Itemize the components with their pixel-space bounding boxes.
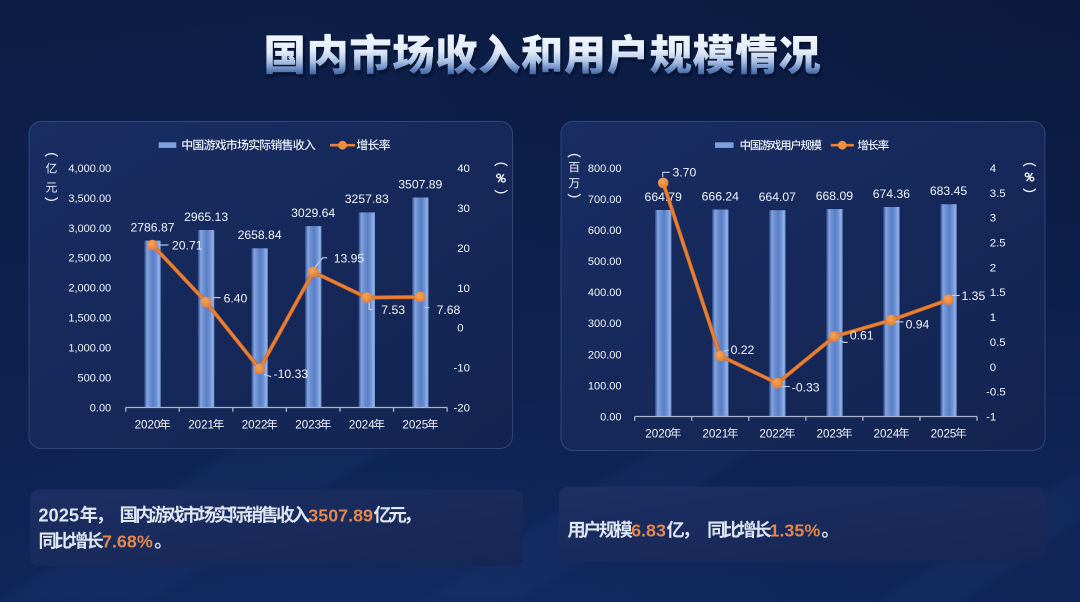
svg-text:300.00: 300.00 <box>588 318 622 330</box>
svg-text:30: 30 <box>457 203 470 215</box>
svg-text:3,000.00: 3,000.00 <box>68 223 111 235</box>
svg-text:1: 1 <box>990 312 996 324</box>
svg-text:1,500.00: 1,500.00 <box>68 313 111 325</box>
svg-text:0.61: 0.61 <box>850 329 874 343</box>
svg-text:600.00: 600.00 <box>588 225 622 237</box>
svg-text:2,000.00: 2,000.00 <box>68 283 111 295</box>
svg-text:6.40: 6.40 <box>224 292 248 306</box>
svg-text:3.70: 3.70 <box>673 166 697 180</box>
svg-text:4,000.00: 4,000.00 <box>68 163 111 175</box>
svg-text:2022: 2022 <box>242 419 268 432</box>
svg-text:1,000.00: 1,000.00 <box>68 343 111 355</box>
svg-text:20.71: 20.71 <box>172 238 203 252</box>
svg-text:0.94: 0.94 <box>906 318 930 332</box>
svg-text:2965.13: 2965.13 <box>184 210 228 224</box>
svg-text:2658.84: 2658.84 <box>238 228 282 242</box>
svg-text:1.35: 1.35 <box>962 289 986 303</box>
svg-text:500.00: 500.00 <box>588 256 622 268</box>
svg-text:2024: 2024 <box>874 427 900 440</box>
svg-text:3257.83: 3257.83 <box>345 192 389 206</box>
svg-text:2.5: 2.5 <box>990 238 1006 250</box>
svg-text:-10.33: -10.33 <box>274 367 309 381</box>
svg-text:-10: -10 <box>454 363 470 375</box>
svg-text:3029.64: 3029.64 <box>291 206 335 220</box>
svg-text:0.22: 0.22 <box>731 343 755 357</box>
svg-text:683.45: 683.45 <box>930 184 967 198</box>
svg-text:2024: 2024 <box>349 419 375 432</box>
svg-text:-0.33: -0.33 <box>792 381 820 395</box>
svg-text:500.00: 500.00 <box>78 373 112 385</box>
svg-text:664.79: 664.79 <box>645 190 682 204</box>
svg-text:2023: 2023 <box>817 427 843 440</box>
svg-text:0.00: 0.00 <box>600 411 621 423</box>
svg-text:674.36: 674.36 <box>873 187 910 201</box>
svg-text:2022: 2022 <box>759 427 785 440</box>
svg-text:664.07: 664.07 <box>759 190 796 204</box>
svg-text:3: 3 <box>990 213 996 225</box>
svg-text:2: 2 <box>990 262 996 274</box>
svg-text:2025: 2025 <box>402 419 428 432</box>
svg-text:3507.89: 3507.89 <box>398 177 442 191</box>
svg-text:2021: 2021 <box>702 427 728 440</box>
svg-text:200.00: 200.00 <box>588 349 622 361</box>
svg-text:-0.5: -0.5 <box>986 387 1006 399</box>
svg-text:666.24: 666.24 <box>702 189 739 203</box>
svg-text:0: 0 <box>457 323 463 335</box>
svg-text:7.68: 7.68 <box>437 303 461 317</box>
svg-text:3.5: 3.5 <box>990 188 1006 200</box>
svg-text:0.5: 0.5 <box>990 337 1006 349</box>
svg-text:1.5: 1.5 <box>990 287 1006 299</box>
svg-text:3,500.00: 3,500.00 <box>68 193 111 205</box>
svg-text:7.68%: 7.68% <box>102 531 153 551</box>
svg-text:2021: 2021 <box>188 419 214 432</box>
svg-text:3507.89: 3507.89 <box>308 505 373 525</box>
svg-text:20: 20 <box>457 243 470 255</box>
svg-text:668.09: 668.09 <box>816 189 853 203</box>
svg-text:0.00: 0.00 <box>90 402 111 414</box>
svg-text:2023: 2023 <box>295 419 321 432</box>
svg-text:100.00: 100.00 <box>588 380 622 392</box>
svg-text:6.83: 6.83 <box>631 520 666 540</box>
svg-text:2025: 2025 <box>931 427 957 440</box>
svg-text:13.95: 13.95 <box>334 252 365 266</box>
svg-text:2,500.00: 2,500.00 <box>68 253 111 265</box>
svg-text:-1: -1 <box>986 412 996 424</box>
svg-text:2020: 2020 <box>645 427 671 440</box>
svg-text:2020: 2020 <box>135 419 161 432</box>
svg-text:700.00: 700.00 <box>588 194 622 206</box>
svg-text:0: 0 <box>990 362 996 374</box>
svg-text:4: 4 <box>990 163 996 175</box>
svg-text:1.35%: 1.35% <box>770 520 821 540</box>
svg-text:-20: -20 <box>454 403 470 415</box>
svg-text:10: 10 <box>457 283 470 295</box>
svg-text:2786.87: 2786.87 <box>130 220 174 234</box>
svg-text:2025: 2025 <box>38 504 79 525</box>
svg-text:40: 40 <box>457 163 470 175</box>
svg-text:7.53: 7.53 <box>381 303 405 317</box>
svg-text:400.00: 400.00 <box>588 287 622 299</box>
svg-text:800.00: 800.00 <box>588 163 622 175</box>
